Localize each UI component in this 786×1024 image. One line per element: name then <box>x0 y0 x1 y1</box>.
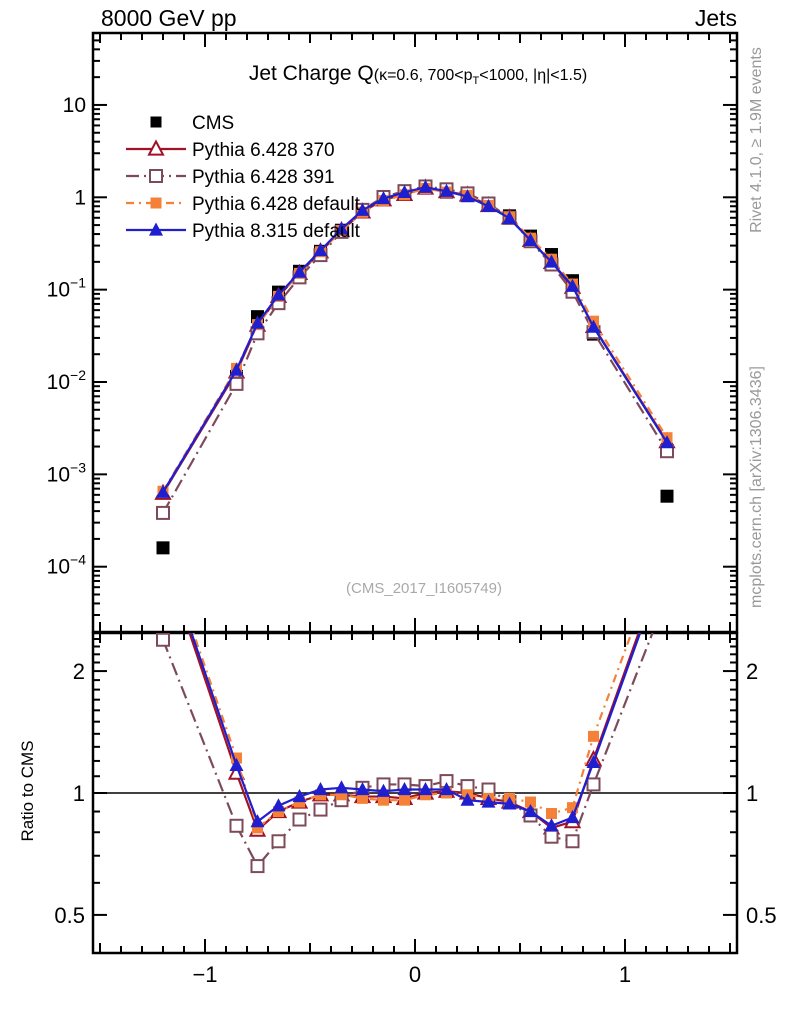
ratio-y-tick-label-right: 2 <box>746 659 758 684</box>
main-y-tick-label: 10−4 <box>47 552 87 579</box>
cms-data-point <box>156 541 170 555</box>
series-main-pythia-8-315-default <box>156 179 674 498</box>
x-tick-label: 1 <box>619 962 631 987</box>
plot-title-cond-post: <1000, |η|<1.5) <box>479 67 588 84</box>
legend-label: Pythia 8.315 default <box>192 221 361 242</box>
ratio-axis-title: Ratio to CMS <box>18 740 37 842</box>
plot-title-main: Jet Charge Q <box>248 62 374 85</box>
axis-ticks <box>93 33 737 953</box>
ratio-y-tick-label-right: 1 <box>746 781 758 806</box>
mcplots-arxiv-note: mcplots.cern.ch [arXiv:1306.3436] <box>748 366 765 608</box>
legend: CMS Pythia 6.428 370 Pythia 6.428 391 Pythi… <box>126 113 361 242</box>
plot-title-cond-pre: (κ=0.6, 700<p <box>373 67 473 84</box>
legend-label: Pythia 6.428 370 <box>192 140 335 161</box>
main-y-tick-label: 10−1 <box>47 275 87 302</box>
legend-label: CMS <box>192 113 234 134</box>
main-y-tick-label: 10 <box>63 94 86 117</box>
main-y-tick-label: 1 <box>74 186 86 209</box>
x-axis-labels: −1 0 1 <box>192 962 631 987</box>
legend-label: Pythia 6.428 default <box>192 194 361 215</box>
ratio-y-tick-label-left: 2 <box>73 659 85 684</box>
series-ratio-pythia-8-315-default <box>190 633 642 832</box>
analysis-id-watermark: (CMS_2017_I1605749) <box>346 580 502 597</box>
x-tick-label: 0 <box>409 962 421 987</box>
plot-title-pt-subscript: T <box>472 75 480 87</box>
main-y-tick-label: 10−2 <box>47 367 87 394</box>
panel-frames <box>91 31 739 955</box>
main-y-axis-labels: 10 1 10−1 10−2 10−3 10−4 <box>47 94 87 579</box>
ratio-y-tick-label-left: 0.5 <box>54 903 85 928</box>
ratio-y-tick-label-left: 1 <box>73 781 85 806</box>
analysis-type-label: Jets <box>694 5 737 31</box>
rivet-version-note: Rivet 4.1.0, ≥ 1.9M events <box>748 47 765 233</box>
main-y-tick-label: 10−3 <box>47 459 87 486</box>
plot-title: Jet Charge Q(κ=0.6, 700<pT<1000, |η|<1.5… <box>248 62 588 87</box>
beam-energy-label: 8000 GeV pp <box>101 5 237 31</box>
legend-label: Pythia 6.428 391 <box>192 167 335 188</box>
ratio-y-tick-label-right: 0.5 <box>746 903 777 928</box>
ratio-y-axis-labels: 2 2 1 1 0.5 0.5 <box>54 659 776 928</box>
x-tick-label: −1 <box>192 962 217 987</box>
cms-data-point <box>660 489 674 503</box>
